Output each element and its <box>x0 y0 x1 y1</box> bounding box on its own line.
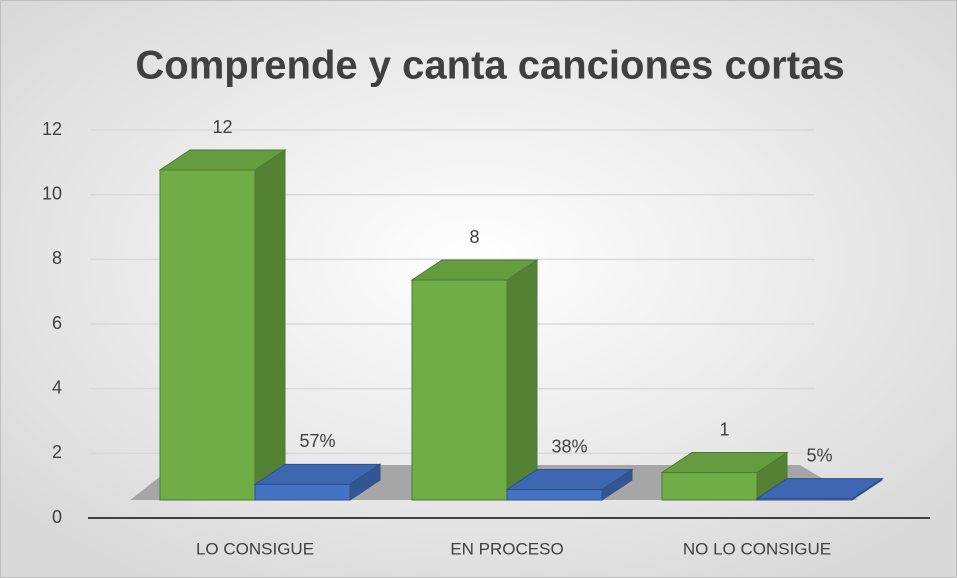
y-tick-label: 2 <box>52 442 62 462</box>
chart-title: Comprende y canta canciones cortas <box>135 44 844 88</box>
x-tick-label: NO LO CONSIGUE <box>683 539 831 558</box>
y-tick-label: 6 <box>52 313 62 333</box>
y-tick-label: 8 <box>52 248 62 268</box>
data-label: 38% <box>551 436 587 456</box>
bar-face <box>661 472 758 501</box>
data-label: 8 <box>469 227 479 247</box>
bar-face <box>756 498 853 501</box>
y-tick-label: 10 <box>42 183 62 203</box>
data-label: 5% <box>806 445 832 465</box>
y-tick-label: 4 <box>52 377 62 397</box>
bar-face <box>506 259 538 501</box>
data-label: 1 <box>719 419 729 439</box>
bar <box>660 451 789 501</box>
bar <box>755 477 884 501</box>
bar-face <box>254 149 286 501</box>
x-tick-label: LO CONSIGUE <box>196 539 314 558</box>
data-label: 57% <box>299 431 335 451</box>
bar <box>505 468 634 501</box>
bar-face <box>159 169 256 501</box>
bar-face <box>506 489 603 501</box>
bar <box>158 149 287 501</box>
y-tick-label: 12 <box>42 119 62 139</box>
y-tick-label: 0 <box>52 507 62 527</box>
bar <box>410 259 539 501</box>
bar-face <box>254 483 351 501</box>
bar <box>253 463 382 501</box>
bar-face <box>411 279 508 501</box>
data-label: 12 <box>212 117 232 137</box>
x-tick-label: EN PROCESO <box>450 539 563 558</box>
